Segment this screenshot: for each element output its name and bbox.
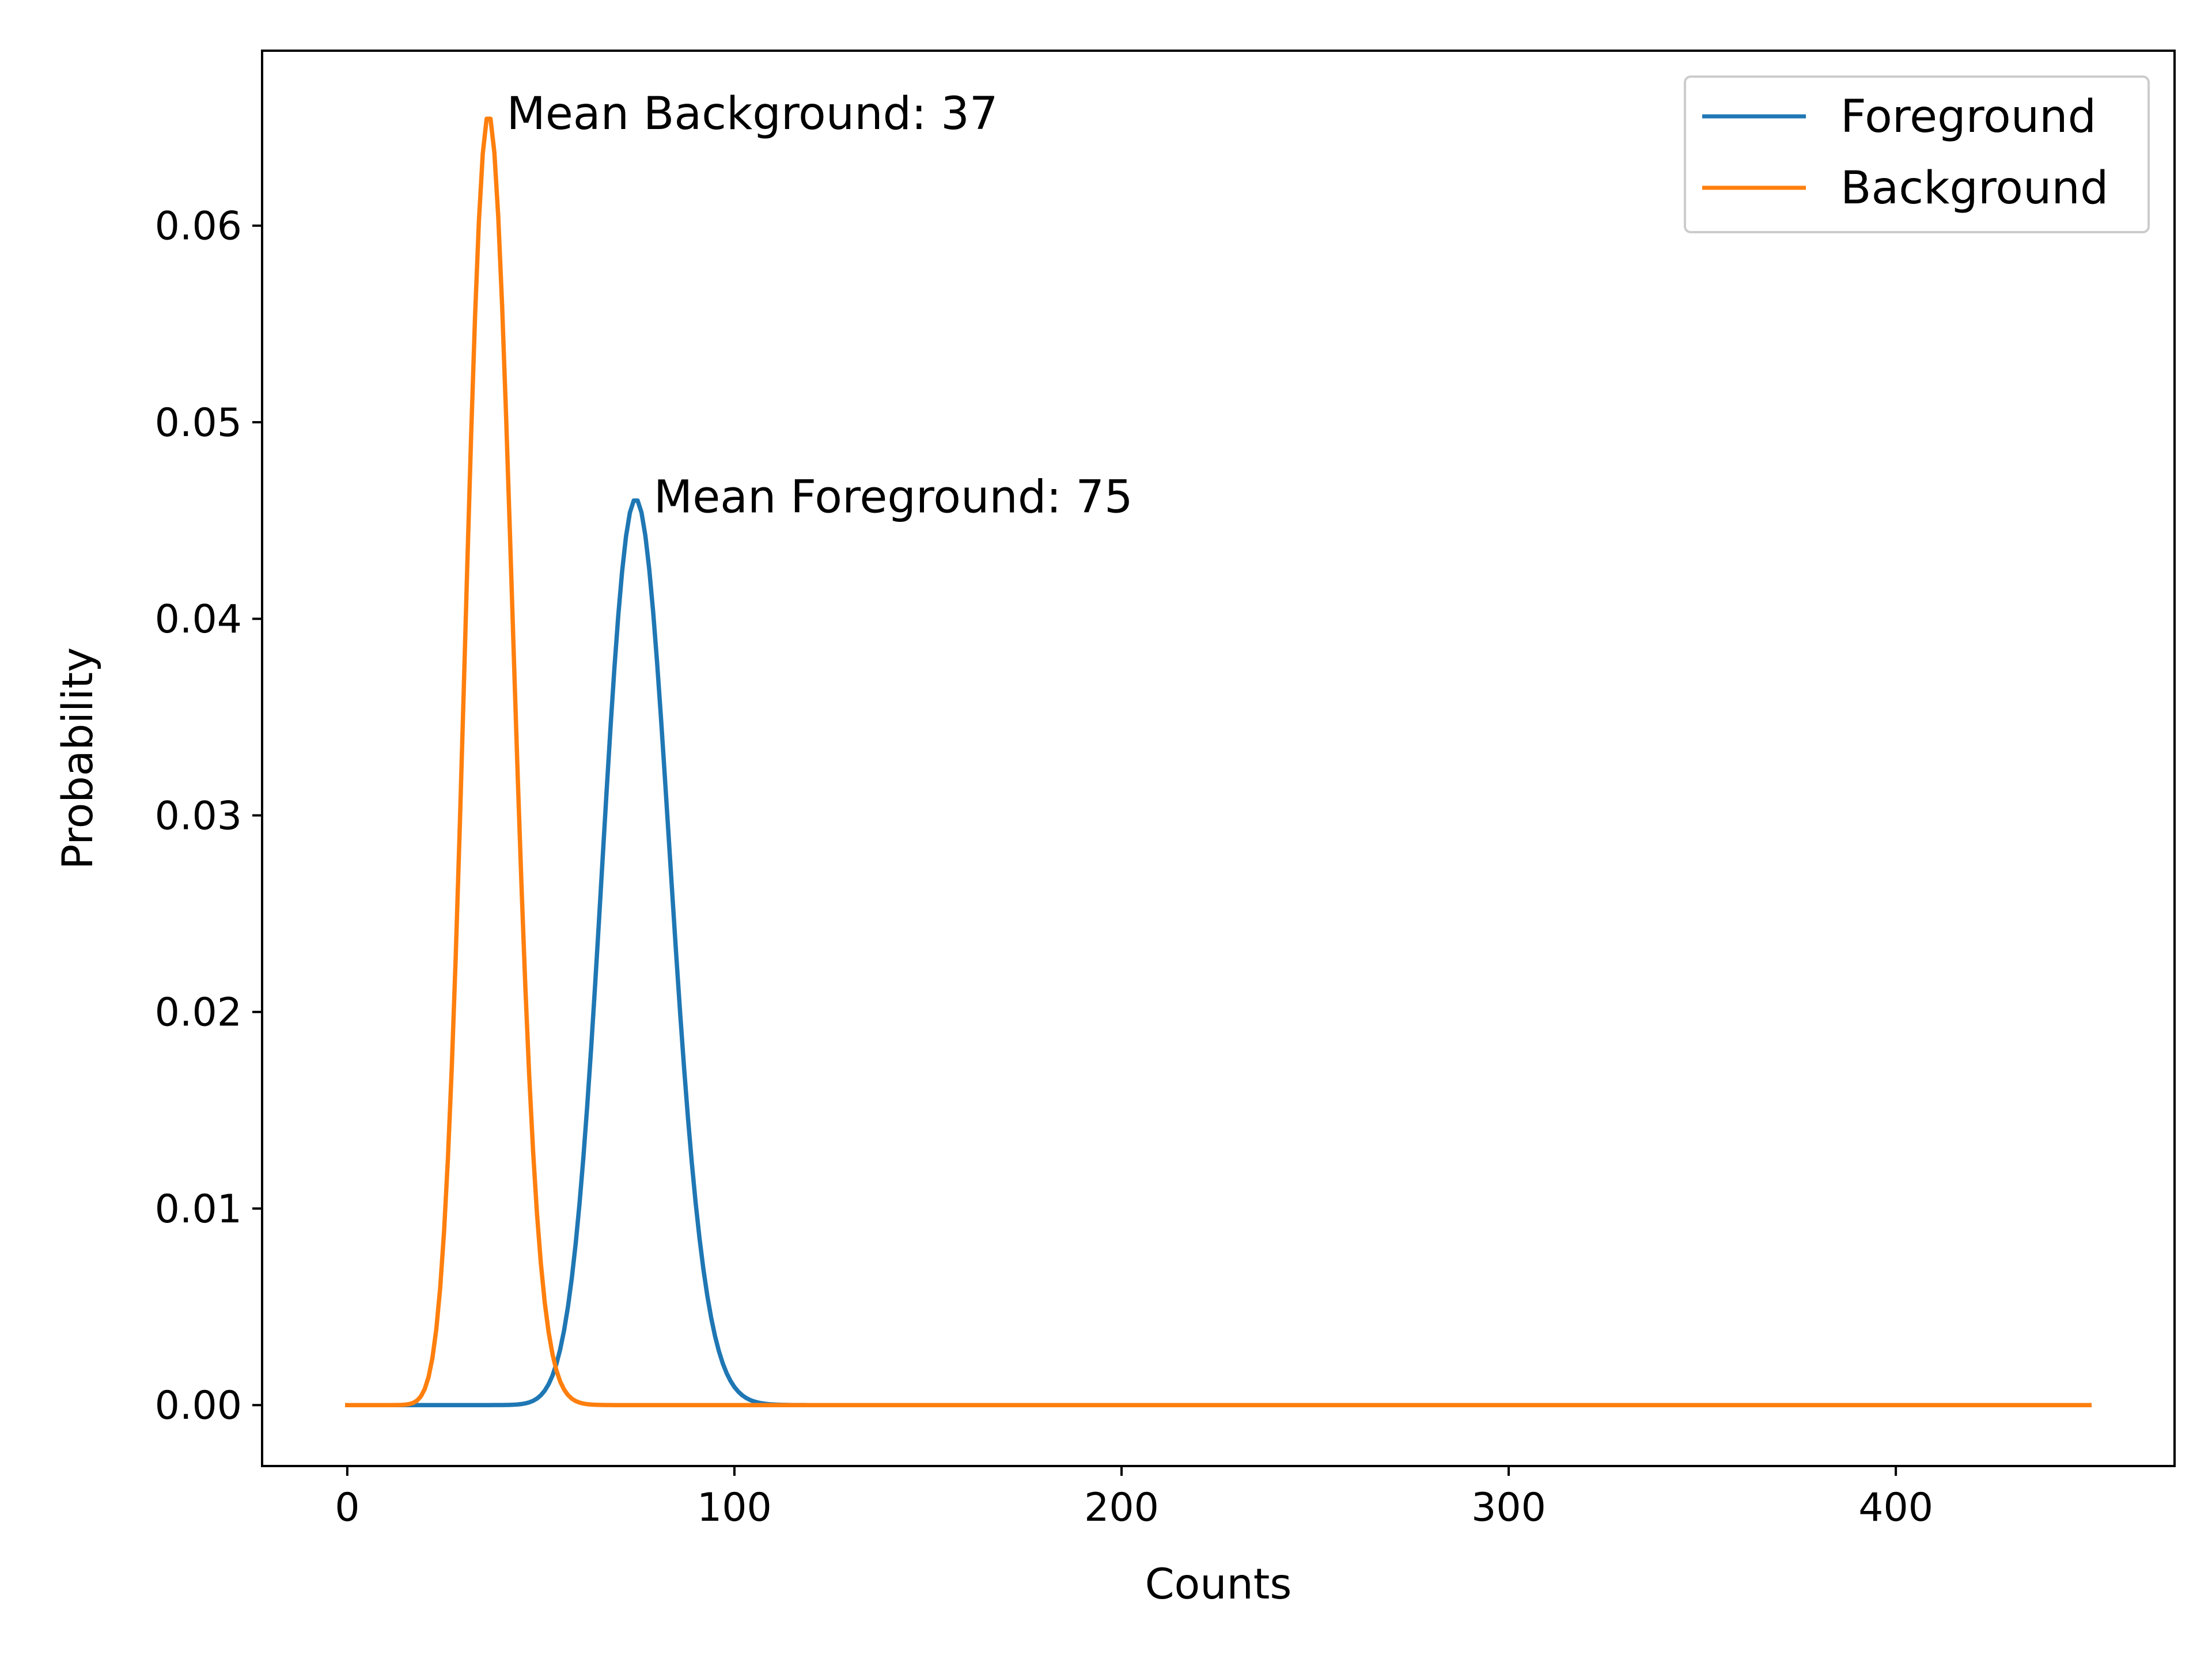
y-axis-label: Probability — [54, 647, 103, 870]
y-tick-label: 0.03 — [155, 793, 242, 839]
annotation-mean-foreground: Mean Foreground: 75 — [654, 471, 1133, 523]
y-tick-label: 0.02 — [155, 990, 242, 1036]
annotation-layer: Mean Background: 37 Mean Foreground: 75 — [507, 88, 1133, 523]
series-line-background — [345, 116, 2092, 1407]
x-tick-label: 200 — [1084, 1485, 1159, 1531]
legend-label-foreground: Foreground — [1840, 91, 2096, 143]
x-tick-label: 400 — [1858, 1485, 1933, 1531]
x-tick-label: 0 — [335, 1485, 359, 1531]
x-tick-label: 100 — [697, 1485, 772, 1531]
y-tick-label: 0.05 — [155, 400, 242, 446]
annotation-mean-background: Mean Background: 37 — [507, 88, 998, 140]
y-tick-label: 0.00 — [155, 1383, 242, 1429]
x-axis-label: Counts — [1145, 1560, 1292, 1609]
y-tick-label: 0.04 — [155, 597, 242, 642]
axes: Counts Probability 0 100 200 300 400 0.00 0.01… — [54, 50, 2176, 1609]
legend-label-background: Background — [1840, 162, 2108, 214]
x-tick-label: 300 — [1471, 1485, 1546, 1531]
axes-frame — [261, 50, 2176, 1467]
legend: Foreground Background — [1684, 75, 2150, 233]
y-tick-label: 0.01 — [155, 1187, 242, 1232]
series-layer — [345, 116, 2092, 1407]
y-tick-label: 0.06 — [155, 204, 242, 249]
